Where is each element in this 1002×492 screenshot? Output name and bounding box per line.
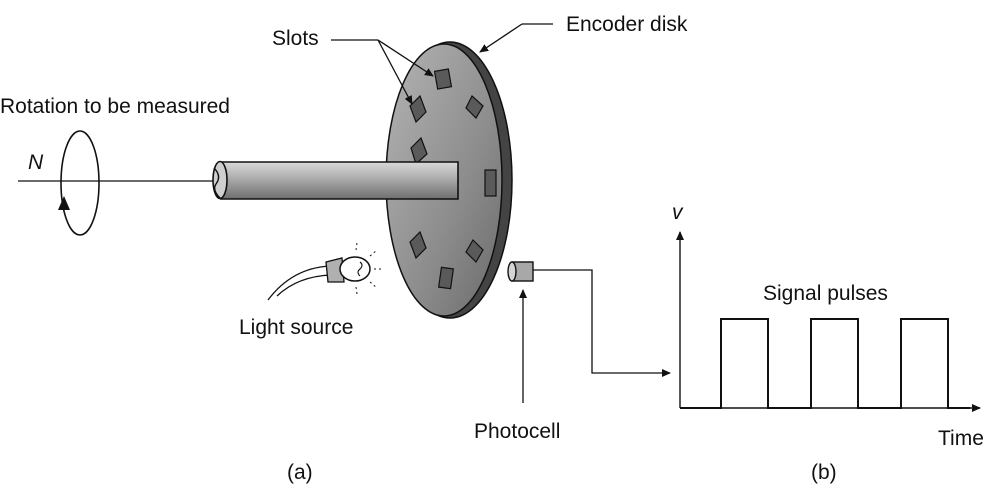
n-symbol-label: N [28, 151, 44, 174]
signal-wire [533, 269, 671, 377]
photocell-icon [507, 261, 534, 282]
shaft [212, 160, 459, 200]
part-b-label: (b) [811, 461, 837, 484]
slot [465, 95, 484, 119]
rotation-arrow-icon [58, 130, 100, 236]
photocell-label: Photocell [474, 420, 561, 443]
light-source-label: Light source [239, 316, 354, 339]
part-a-label: (a) [287, 461, 313, 484]
signal-pulses-label: Signal pulses [763, 282, 888, 305]
signal-axes [676, 231, 981, 412]
encoder-disk-pointer [479, 23, 553, 53]
disk-slots [409, 68, 497, 290]
rotation-label: Rotation to be measured [0, 95, 230, 118]
slot [437, 266, 455, 290]
slots-pointer [331, 39, 434, 105]
slots-label: Slots [272, 27, 319, 50]
slot [484, 169, 497, 197]
signal-pulses-waveform [680, 318, 970, 409]
slot [433, 68, 453, 90]
time-axis-label: Time [938, 427, 984, 450]
slot [465, 239, 484, 263]
slot [410, 136, 428, 166]
light-bulb-icon [267, 242, 382, 301]
slot [409, 94, 427, 124]
encoder-disk-label: Encoder disk [566, 13, 688, 36]
slot [409, 230, 427, 260]
v-axis-label: v [672, 201, 683, 224]
